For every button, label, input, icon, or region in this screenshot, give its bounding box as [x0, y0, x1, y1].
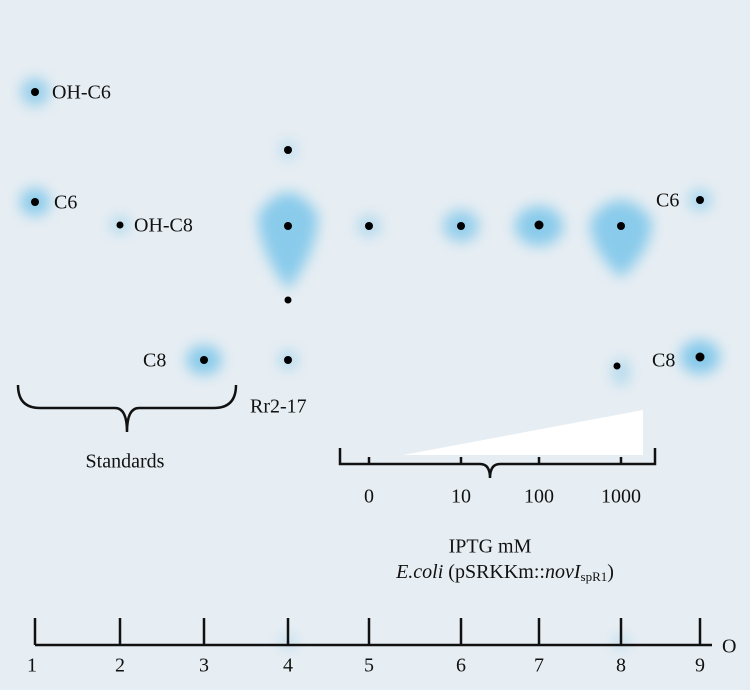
iptg-level: 1000	[601, 486, 641, 508]
iptg-level: 10	[451, 486, 471, 508]
spot-label: C6	[656, 190, 679, 212]
lane-number: 9	[695, 655, 705, 677]
spot-label: OH-C6	[52, 82, 111, 104]
lane-numbers: 1 2 3 4 5 6 7 8 9	[27, 655, 705, 677]
lane-number: 2	[115, 655, 125, 677]
iptg-label: IPTG mM	[449, 536, 532, 558]
iptg-ticks	[367, 457, 623, 464]
origin-scale	[33, 618, 712, 647]
sample-label: Rr2-17	[250, 396, 307, 418]
lane-number: 4	[283, 655, 293, 677]
origin-label: O	[722, 636, 736, 658]
lane-number: 3	[199, 655, 209, 677]
standards-label: Standards	[86, 451, 165, 473]
spot-dots	[31, 88, 705, 370]
lane-number: 5	[364, 655, 374, 677]
strain-label: E.coli (pSRKKm::novIspR1)	[395, 561, 614, 584]
iptg-level: 100	[524, 486, 554, 508]
standards-brace	[16, 384, 238, 433]
spot-label: OH-C8	[134, 215, 193, 237]
iptg-level: 0	[364, 486, 374, 508]
iptg-gradient	[403, 410, 643, 455]
iptg-bracket	[338, 448, 657, 479]
lane-number: 1	[27, 655, 37, 677]
spot-label: C6	[54, 192, 77, 214]
lane-number: 6	[456, 655, 466, 677]
lane-number: 8	[616, 655, 626, 677]
lane-number: 7	[534, 655, 544, 677]
spot-label: C8	[652, 350, 675, 372]
spot-label: C8	[143, 350, 166, 372]
